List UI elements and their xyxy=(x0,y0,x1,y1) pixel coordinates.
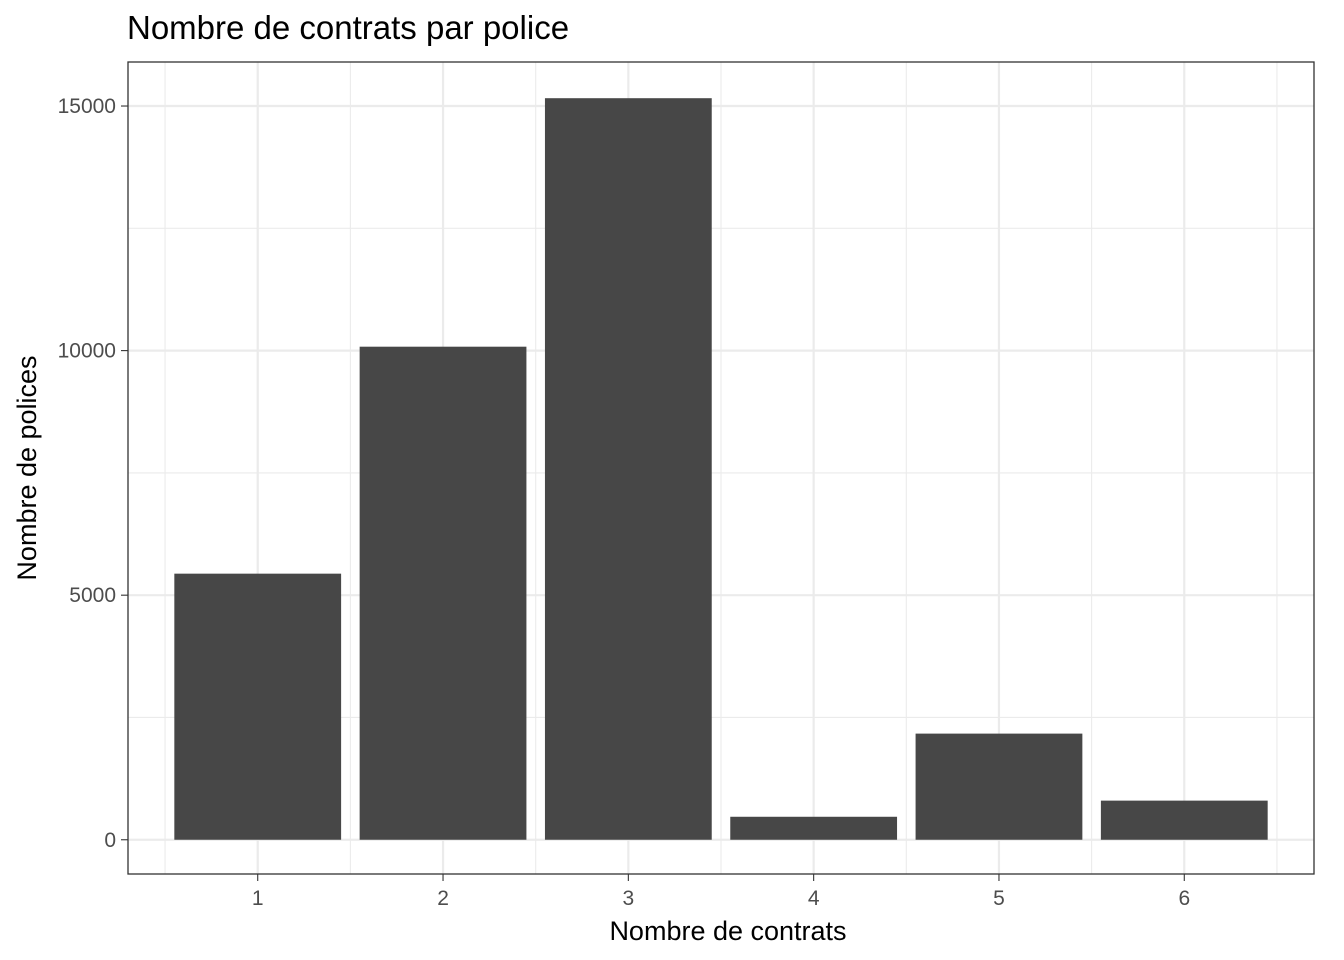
bar-3 xyxy=(544,98,712,840)
bar-2 xyxy=(359,346,527,840)
x-tick-label: 6 xyxy=(1178,887,1190,910)
x-axis: 1 2 3 4 5 6 xyxy=(252,874,1190,910)
bar-4 xyxy=(730,816,898,840)
bars xyxy=(174,98,1268,840)
x-tick-label: 1 xyxy=(252,887,264,910)
y-axis-title: Nombre de polices xyxy=(12,355,42,580)
x-tick-label: 4 xyxy=(808,887,820,910)
bar-6 xyxy=(1100,800,1268,840)
plot-panel-border xyxy=(127,61,1315,875)
x-axis-title: Nombre de contrats xyxy=(609,916,846,946)
bar-5 xyxy=(915,733,1083,840)
x-tick-label: 5 xyxy=(993,887,1005,910)
y-tick-label: 0 xyxy=(104,829,116,852)
minor-gridlines xyxy=(128,62,1314,874)
y-axis: 0 5000 10000 15000 xyxy=(58,95,128,852)
x-tick-label: 2 xyxy=(437,887,449,910)
y-tick-label: 10000 xyxy=(58,340,116,363)
bar-1 xyxy=(174,573,342,840)
y-tick-label: 5000 xyxy=(69,584,116,607)
y-tick-label: 15000 xyxy=(58,95,116,118)
x-tick-label: 3 xyxy=(623,887,635,910)
chart-title: Nombre de contrats par police xyxy=(127,9,569,46)
